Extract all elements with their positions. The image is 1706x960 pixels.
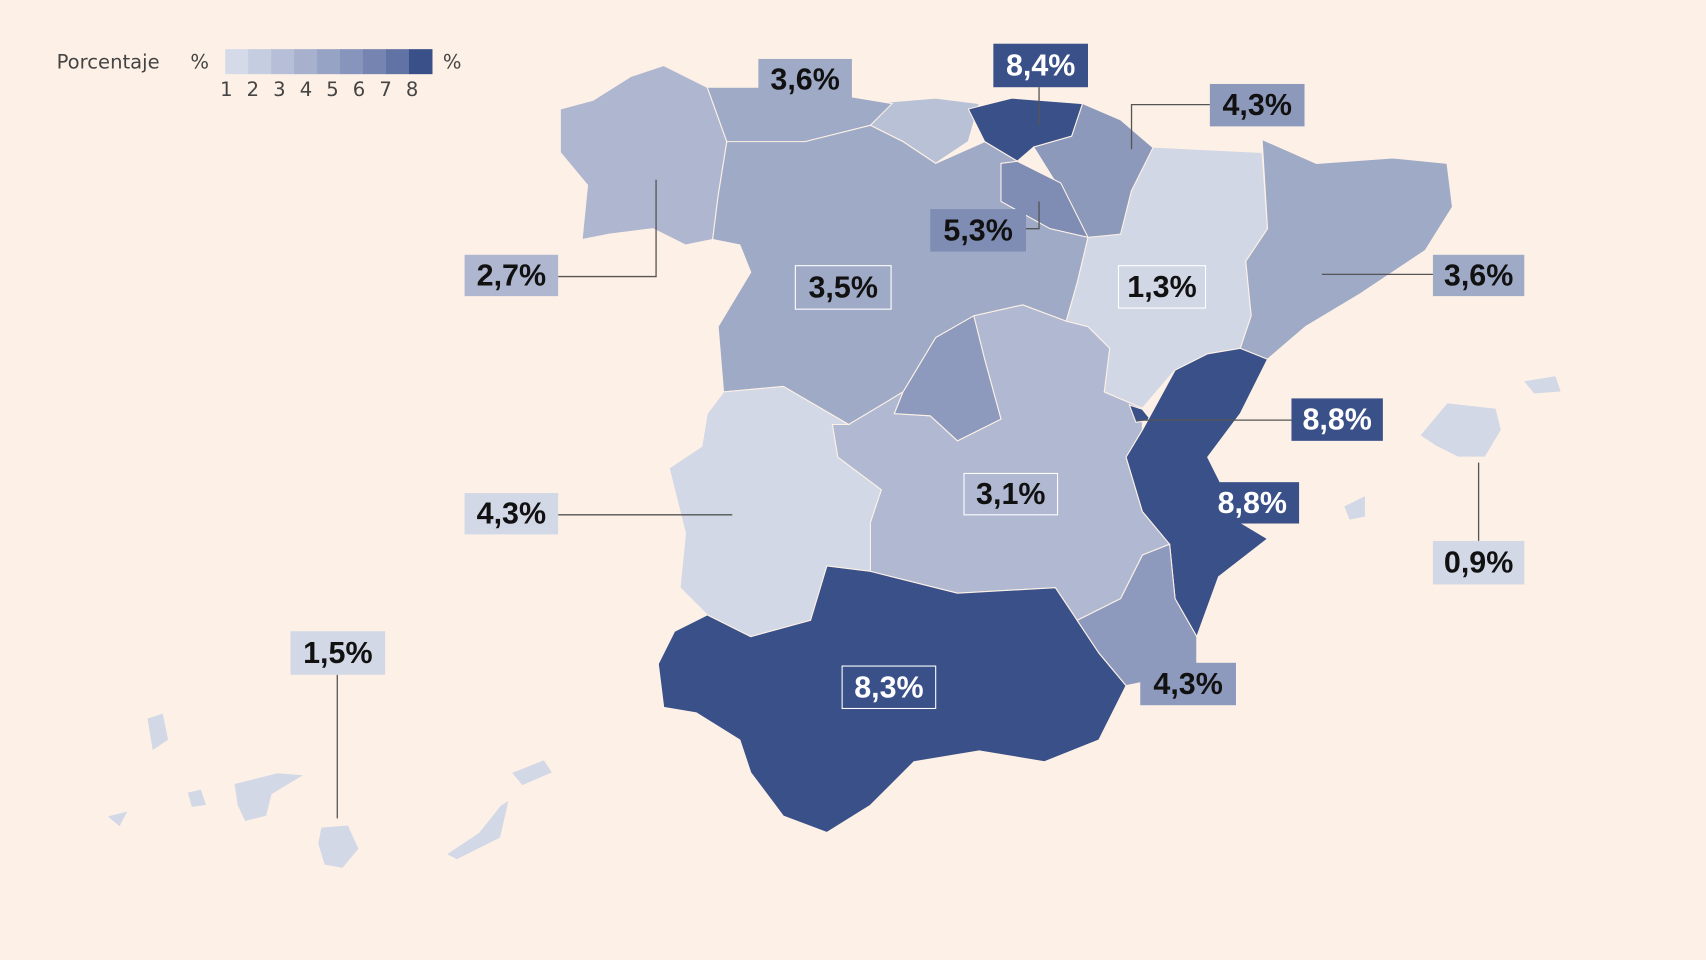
legend-title: Porcentaje — [57, 51, 160, 74]
label-box — [1140, 662, 1236, 706]
region — [1076, 543, 1198, 687]
legend-tick: 8 — [406, 78, 418, 101]
region-label: 4,3% — [1153, 667, 1222, 701]
legend-swatch — [386, 49, 410, 75]
leader-line — [1025, 201, 1040, 230]
legend-tick: 1 — [220, 78, 232, 101]
region-label: 1,3% — [1127, 270, 1196, 304]
legend-tick: 2 — [247, 78, 259, 101]
label-box — [758, 58, 852, 101]
legend-swatch — [294, 49, 318, 75]
label-box — [963, 472, 1059, 516]
region-label: 8,4% — [1006, 48, 1075, 82]
region — [1343, 494, 1366, 521]
label-box — [841, 665, 937, 710]
region-label: 4,3% — [477, 497, 546, 531]
region-label: 3,1% — [976, 477, 1045, 511]
label-box — [464, 493, 559, 535]
label-box — [1432, 540, 1525, 585]
region-label: 5,3% — [943, 213, 1012, 247]
label-box — [464, 254, 559, 297]
region-label: 3,6% — [770, 63, 839, 97]
legend-swatch — [271, 49, 295, 75]
region — [510, 758, 554, 787]
region — [105, 809, 130, 828]
region-label: 2,7% — [477, 258, 546, 292]
region — [317, 824, 360, 870]
region — [233, 772, 307, 823]
legend-swatch — [248, 49, 272, 75]
legend-swatch — [225, 49, 249, 75]
legend-tick: 7 — [379, 78, 391, 101]
label-box — [1432, 254, 1525, 297]
label-box — [930, 209, 1026, 252]
region-label: 8,8% — [1218, 486, 1287, 520]
region-label: 1,5% — [303, 636, 372, 670]
region-label: 4,3% — [1222, 88, 1291, 122]
leader-line — [1130, 103, 1210, 150]
legend-swatch — [408, 49, 433, 75]
region-label: 8,3% — [854, 670, 923, 704]
region-label: 3,5% — [808, 270, 877, 304]
label-box — [1205, 482, 1300, 524]
region-unlabeled — [893, 314, 1002, 442]
region-label: 8,8% — [1302, 403, 1371, 437]
label-box — [1291, 398, 1383, 441]
region — [186, 788, 208, 809]
label-box — [993, 43, 1089, 88]
legend-tick: 3 — [273, 78, 285, 101]
label-box — [1117, 265, 1207, 309]
legend-swatch — [340, 49, 364, 75]
label-box — [794, 265, 892, 310]
legend-swatch — [363, 49, 387, 75]
leader-line — [558, 179, 657, 278]
regions — [105, 64, 1563, 870]
region-label: 0,9% — [1444, 546, 1513, 580]
region — [146, 712, 170, 752]
region — [1419, 402, 1503, 458]
label-box — [290, 631, 386, 675]
region — [712, 124, 1089, 426]
legend-end-unit: % — [443, 51, 462, 74]
labels: 2,7% 3,6% 8,4% 4,3% 5,3% 3,5% 1,3% 3,6% 8,8% 8,8%… — [290, 43, 1525, 819]
legend-swatch — [317, 49, 341, 75]
legend-unit: % — [190, 51, 209, 74]
legend-tick: 4 — [300, 78, 312, 101]
legend-tick: 6 — [353, 78, 365, 101]
region — [1522, 374, 1563, 395]
region-label: 3,6% — [1444, 258, 1513, 292]
legend-tick: 5 — [326, 78, 338, 101]
region — [445, 798, 511, 861]
region — [1239, 138, 1454, 360]
label-box — [1209, 83, 1305, 127]
